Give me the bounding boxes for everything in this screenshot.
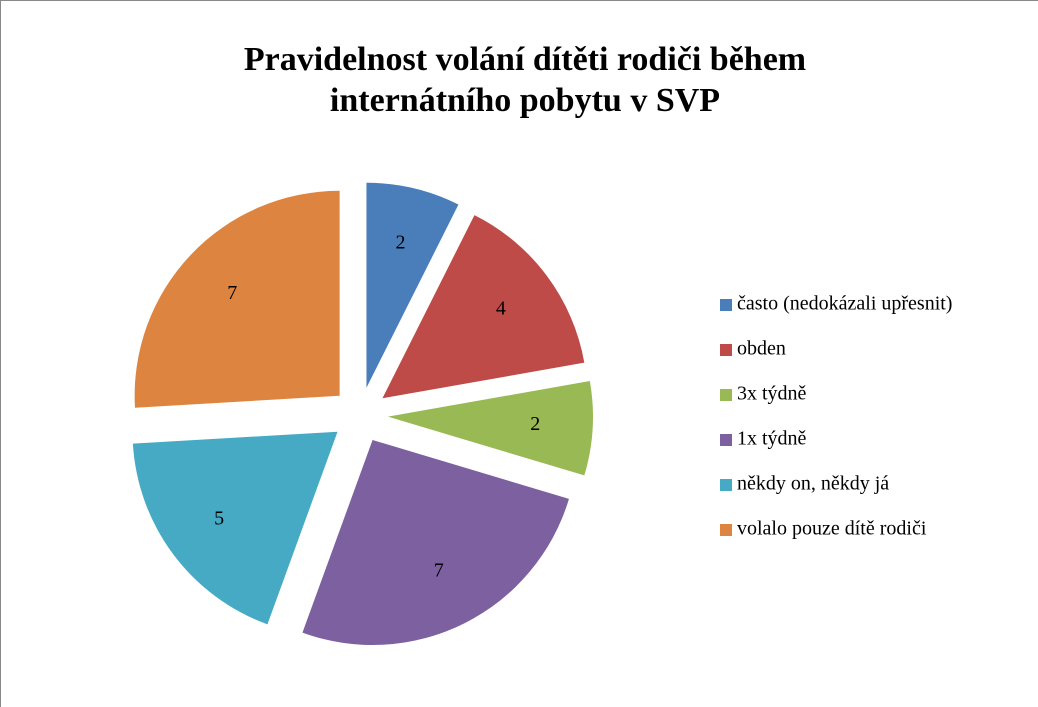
legend-swatch bbox=[720, 524, 732, 536]
chart-title: Pravidelnost volání dítěti rodiči během i… bbox=[244, 41, 806, 119]
pie-slice bbox=[134, 190, 340, 408]
legend-swatch bbox=[720, 479, 732, 491]
pie-slice bbox=[382, 215, 585, 399]
pie-slice bbox=[302, 440, 569, 646]
pie-slice bbox=[387, 381, 593, 476]
pie-slice bbox=[132, 431, 338, 625]
legend-swatch bbox=[720, 344, 732, 356]
data-label: 2 bbox=[530, 413, 540, 435]
legend-swatch bbox=[720, 434, 732, 446]
legend-label: obden bbox=[737, 338, 786, 360]
data-label: 5 bbox=[214, 507, 224, 529]
legend-label: někdy on, někdy já bbox=[737, 473, 889, 495]
data-label: 4 bbox=[496, 298, 506, 320]
legend-label: 1x týdně bbox=[737, 428, 807, 450]
legend-label: 3x týdně bbox=[737, 383, 807, 405]
data-label: 2 bbox=[395, 232, 405, 254]
legend-label: často (nedokázali upřesnit) bbox=[737, 293, 952, 315]
legend-swatch bbox=[720, 389, 732, 401]
legend-label: volalo pouze dítě rodiči bbox=[737, 518, 927, 540]
pie-slice bbox=[366, 182, 459, 388]
legend-swatch bbox=[720, 299, 732, 311]
data-label: 7 bbox=[434, 560, 444, 582]
data-label: 7 bbox=[227, 282, 237, 304]
